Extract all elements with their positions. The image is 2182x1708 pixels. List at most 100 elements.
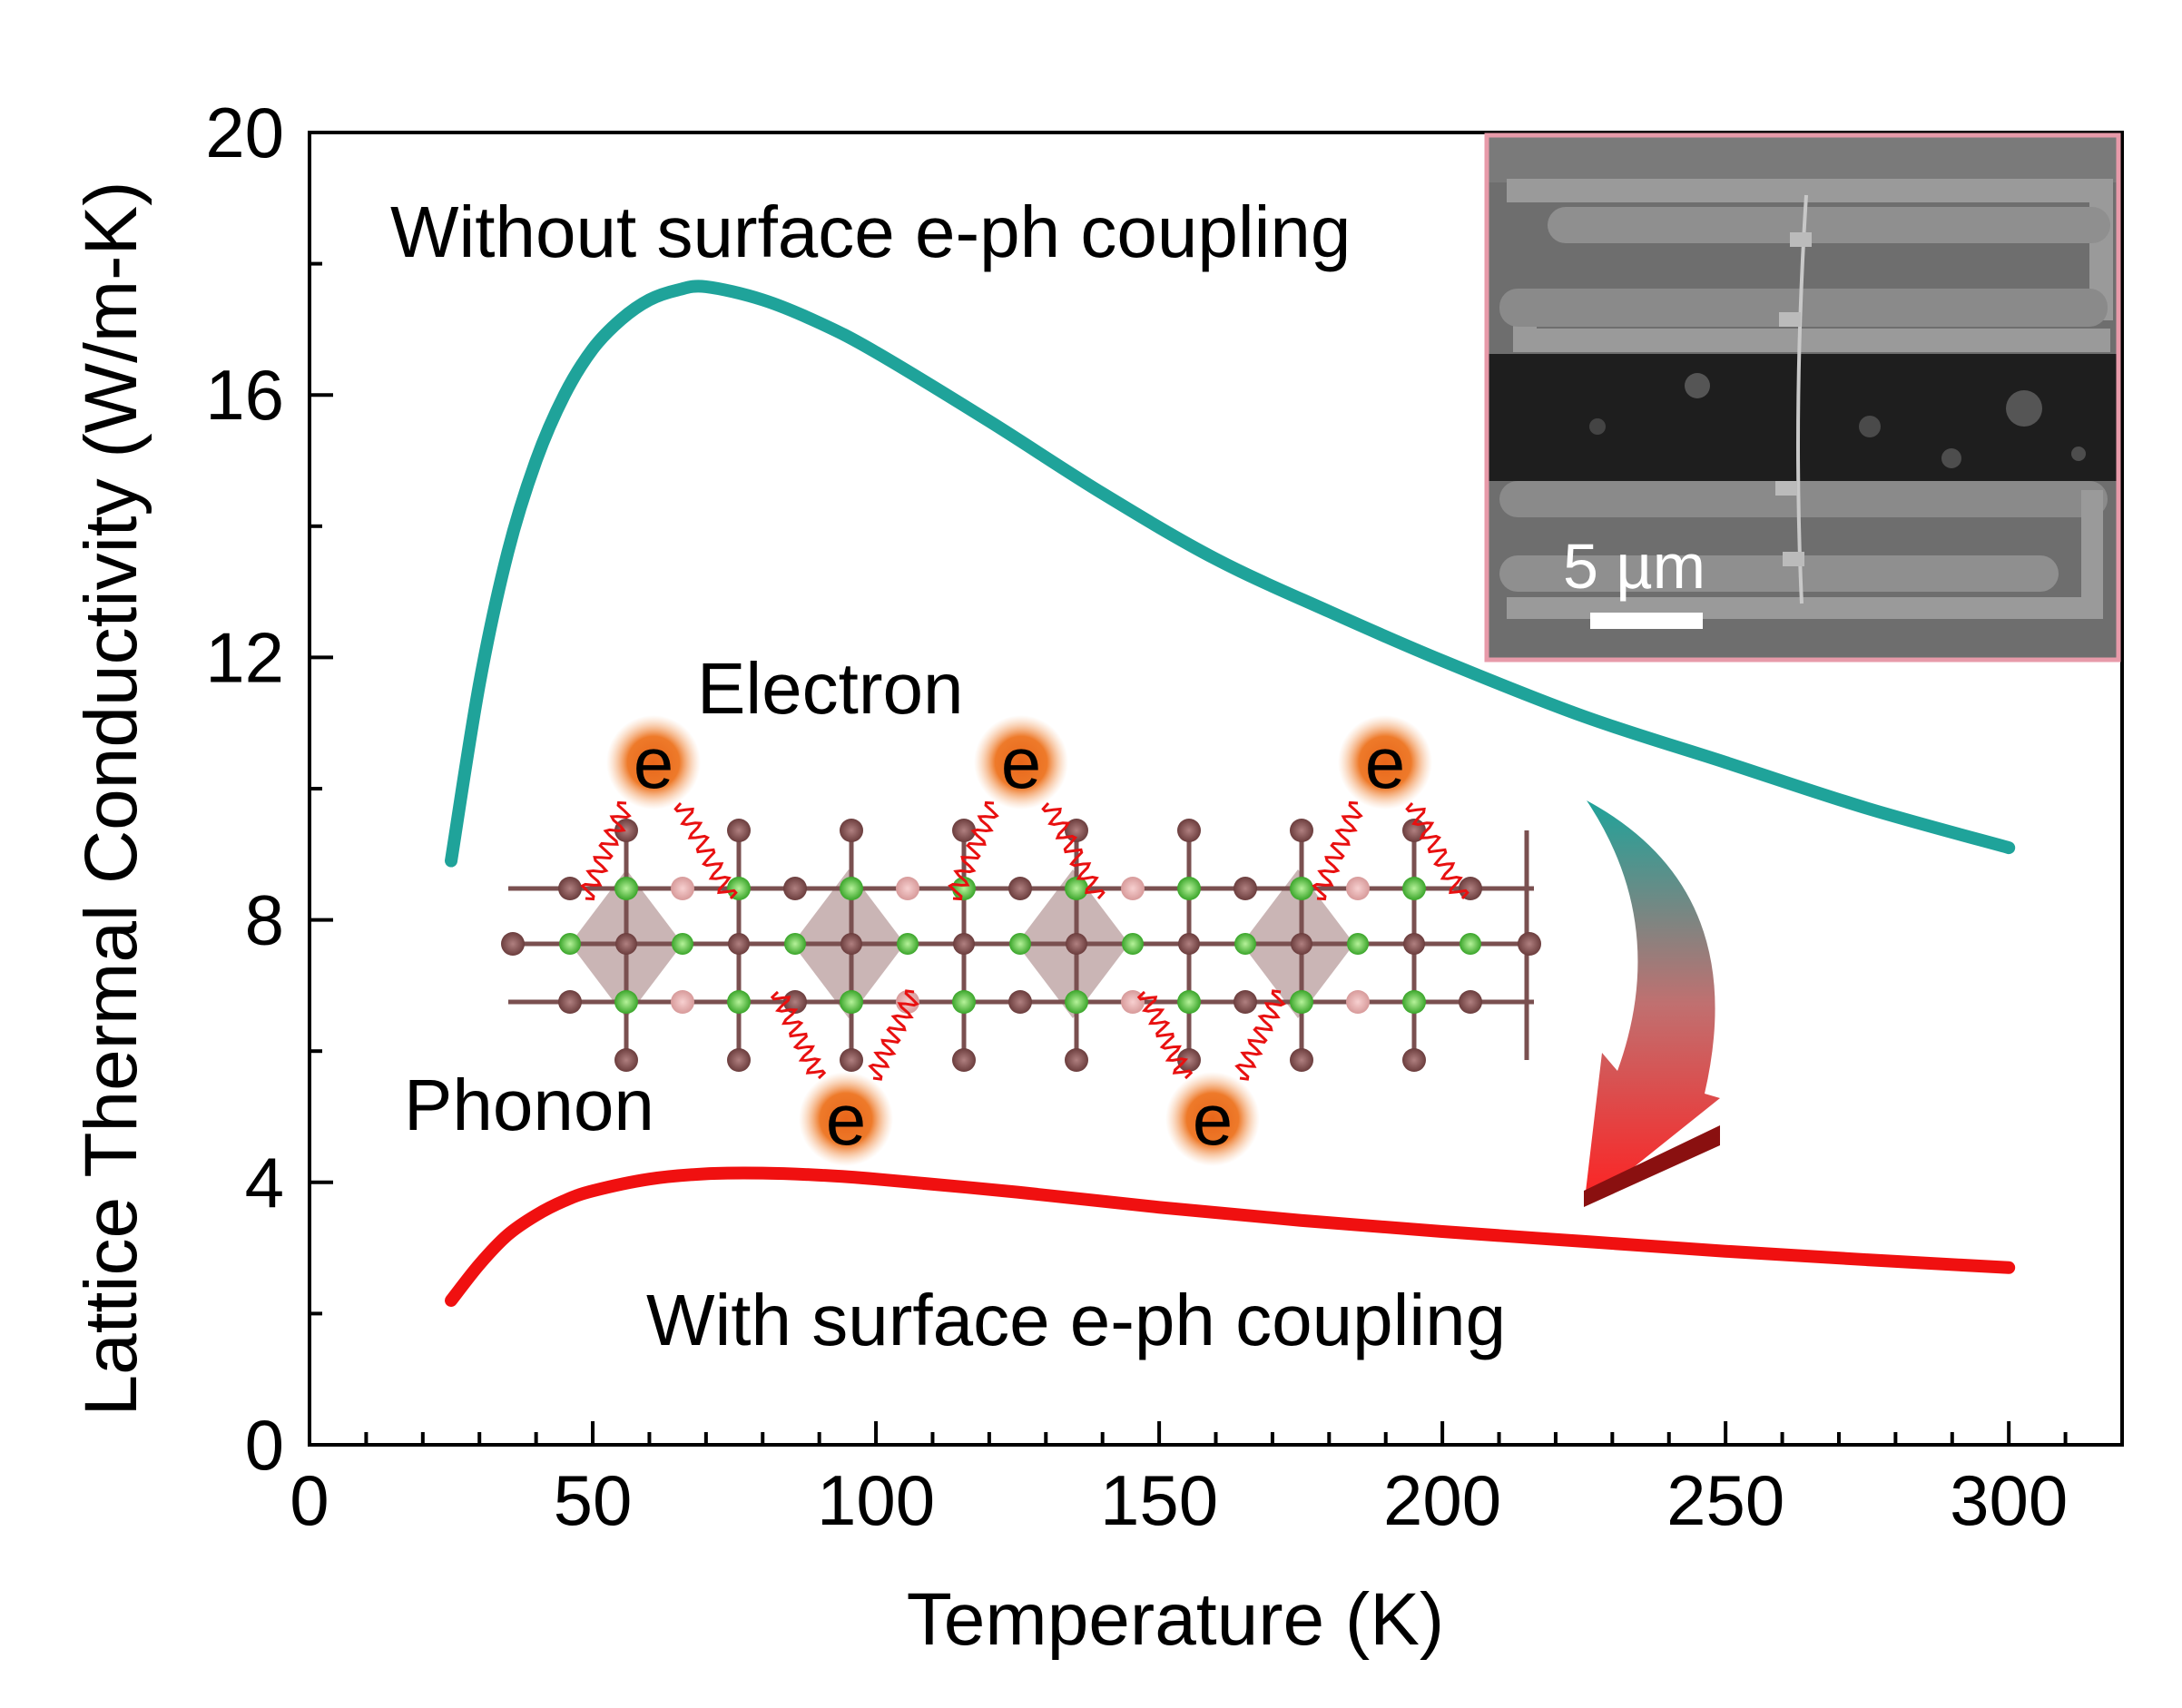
atom [1234, 877, 1257, 900]
atom [1402, 1048, 1426, 1072]
atom [1066, 933, 1087, 955]
atom [1290, 1048, 1313, 1072]
phonon-label: Phonon [404, 1065, 654, 1145]
electron-label: Electron [697, 648, 963, 729]
atom [840, 877, 863, 900]
x-axis-title: Temperature (K) [907, 1578, 1444, 1661]
atom [840, 990, 863, 1014]
electron-symbol: e [826, 1079, 867, 1160]
electron-symbol: e [1193, 1079, 1234, 1160]
series-line-2 [445, 1166, 2016, 1307]
electron-glow [1165, 1072, 1260, 1166]
atom [1009, 933, 1031, 955]
atom [559, 933, 581, 955]
scale-bar-label: 5 µm [1563, 531, 1705, 602]
atom [784, 933, 806, 955]
phonon-wave [1041, 801, 1106, 900]
electron-glow [1338, 715, 1432, 810]
electron-symbol: e [1365, 722, 1406, 803]
y-tick-label: 8 [245, 880, 284, 960]
atom [727, 1048, 751, 1072]
x-tick-label: 150 [1100, 1460, 1218, 1540]
x-tick-label: 300 [1950, 1460, 2068, 1540]
atom [1065, 990, 1088, 1014]
y-tick-label: 16 [205, 355, 284, 435]
atom [783, 877, 807, 900]
atom [1290, 819, 1313, 842]
x-tick-label: 200 [1383, 1460, 1501, 1540]
atom [672, 933, 693, 955]
atom [953, 933, 975, 955]
atom [1177, 990, 1201, 1014]
x-tick-label: 100 [817, 1460, 935, 1540]
atom [1008, 877, 1032, 900]
phonon-wave [770, 990, 827, 1080]
atom [1177, 1048, 1201, 1072]
atom [1290, 877, 1313, 900]
transition-arrow [1584, 800, 1720, 1207]
atom [1234, 933, 1256, 955]
y-tick-label: 20 [205, 93, 284, 172]
axes: 0 50 100 150 200 250 300 0 4 8 12 16 20 [205, 93, 2124, 1540]
sem-inset-image: 5 µm [1484, 133, 2121, 663]
series-layer [445, 280, 2016, 1307]
series-line-1 [445, 280, 2016, 868]
atom [1460, 933, 1481, 955]
atom [501, 932, 525, 956]
atom [615, 933, 637, 955]
atom [671, 877, 694, 900]
atom [897, 933, 919, 955]
atom [558, 990, 582, 1014]
atom [840, 1048, 863, 1072]
atom [952, 990, 976, 1014]
bottom-curve-label: With surface e-ph coupling [646, 1280, 1506, 1360]
atom [1346, 990, 1370, 1014]
transition-arrow-edge [1584, 1125, 1720, 1207]
electron-symbol: e [1001, 722, 1042, 803]
atom [1177, 877, 1201, 900]
phonon-wave [868, 989, 919, 1081]
atom [840, 933, 862, 955]
atom [1403, 933, 1425, 955]
atom [896, 877, 919, 900]
atom [1459, 990, 1482, 1014]
atom [840, 819, 863, 842]
top-curve-label: Without surface e-ph coupling [390, 191, 1351, 272]
electron-glow [974, 715, 1068, 810]
atom [614, 877, 638, 900]
atom [671, 990, 694, 1014]
phonon-wave [580, 800, 632, 901]
atom [1008, 990, 1032, 1014]
atom [727, 819, 751, 842]
atom [1122, 933, 1144, 955]
y-tick-label: 12 [205, 617, 284, 697]
phonon-wave [1312, 800, 1363, 901]
atom [1290, 990, 1313, 1014]
electron-glow [799, 1072, 893, 1166]
y-tick-label: 0 [245, 1405, 284, 1485]
electron-glow [606, 715, 701, 810]
phonon-wave [1405, 801, 1469, 900]
atom [1347, 933, 1369, 955]
phonon-wave [1234, 989, 1286, 1081]
crystal-illustration: e e e e e [501, 715, 1541, 1166]
x-tick-label: 0 [290, 1460, 329, 1540]
atom [1346, 877, 1370, 900]
atom [952, 819, 976, 842]
atom [558, 877, 582, 900]
phonon-wave [948, 800, 999, 901]
y-tick-label: 4 [245, 1143, 284, 1222]
phonon-wave [673, 801, 738, 900]
atom [614, 990, 638, 1014]
atom [1178, 933, 1200, 955]
atom [728, 933, 750, 955]
atom [1234, 990, 1257, 1014]
atom [1402, 990, 1426, 1014]
electron-symbol: e [634, 722, 674, 803]
atom [1402, 877, 1426, 900]
atom [952, 1048, 976, 1072]
atom [1518, 932, 1541, 956]
phonon-wave [1136, 990, 1194, 1080]
inset-frame [1484, 133, 2121, 663]
